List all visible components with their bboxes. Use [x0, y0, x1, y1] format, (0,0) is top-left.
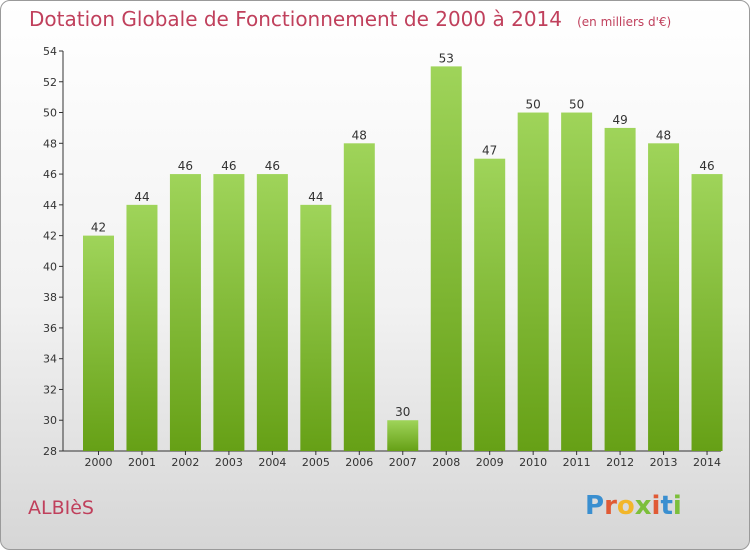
y-tick-label: 48	[43, 137, 57, 150]
bar	[648, 143, 680, 452]
y-tick-label: 54	[43, 45, 57, 58]
data-label: 44	[134, 190, 149, 204]
axes: 28 30 32 34 36 38 40 42 44 46 48 50 52 54 2000 2001 2002…	[43, 45, 721, 469]
x-tick-label: 2005	[302, 456, 330, 469]
x-tick-label: 2001	[128, 456, 156, 469]
bar	[169, 174, 201, 452]
y-tick-label: 38	[43, 291, 57, 304]
chart-title: Dotation Globale de Fonctionnement de 20…	[29, 7, 562, 31]
bars	[83, 66, 723, 452]
x-tick-label: 2008	[432, 456, 460, 469]
x-tick-label: 2006	[345, 456, 373, 469]
bar	[430, 66, 462, 451]
data-label: 42	[91, 221, 106, 235]
bar	[126, 204, 158, 451]
data-label: 48	[656, 128, 671, 142]
data-label: 49	[612, 113, 627, 127]
x-tick-label: 2007	[389, 456, 417, 469]
y-tick-label: 52	[43, 76, 57, 89]
x-tick-label: 2003	[215, 456, 243, 469]
y-tick-label: 28	[43, 445, 57, 458]
data-label: 44	[308, 190, 323, 204]
data-label: 46	[265, 159, 280, 173]
y-tick-label: 40	[43, 260, 57, 273]
y-tick-label: 46	[43, 168, 57, 181]
y-tick-label: 50	[43, 107, 57, 120]
y-tick-label: 44	[43, 199, 57, 212]
x-tick-label: 2011	[563, 456, 591, 469]
y-tick-label: 32	[43, 383, 57, 396]
bar	[517, 112, 549, 452]
y-tick-label: 30	[43, 414, 57, 427]
data-labels: 42 44 46 46 46 44 48 30 53 47 50 50 49 48 46	[91, 51, 715, 419]
title-row: Dotation Globale de Fonctionnement de 20…	[29, 7, 671, 31]
x-tick-label: 2010	[519, 456, 547, 469]
y-tick-label: 42	[43, 230, 57, 243]
bar	[387, 420, 419, 451]
data-label: 50	[526, 98, 541, 112]
data-label: 50	[569, 98, 584, 112]
x-tick-label: 2000	[85, 456, 113, 469]
data-label: 46	[699, 159, 714, 173]
chart-unit: (en milliers d'€)	[577, 15, 672, 29]
y-tick-label: 34	[43, 353, 57, 366]
data-label: 53	[439, 51, 454, 65]
x-tick-label: 2002	[171, 456, 199, 469]
commune-name: ALBIèS	[28, 497, 94, 519]
y-tick-label: 36	[43, 322, 57, 335]
bar	[256, 174, 288, 452]
bar	[604, 127, 636, 451]
bar	[213, 174, 245, 452]
bar	[561, 112, 593, 452]
data-label: 30	[395, 405, 410, 419]
data-label: 46	[221, 159, 236, 173]
x-tick-label: 2009	[476, 456, 504, 469]
bar	[343, 143, 375, 452]
x-tick-label: 2013	[650, 456, 678, 469]
x-tick-label: 2012	[606, 456, 634, 469]
data-label: 48	[352, 128, 367, 142]
bar	[300, 204, 332, 451]
bar	[691, 174, 723, 452]
data-label: 46	[178, 159, 193, 173]
proxiti-logo[interactable]: Proxiti	[585, 491, 682, 521]
x-tick-label: 2004	[258, 456, 286, 469]
data-label: 47	[482, 144, 497, 158]
bar	[83, 235, 114, 451]
x-tick-label: 2014	[693, 456, 721, 469]
bar	[474, 158, 506, 451]
